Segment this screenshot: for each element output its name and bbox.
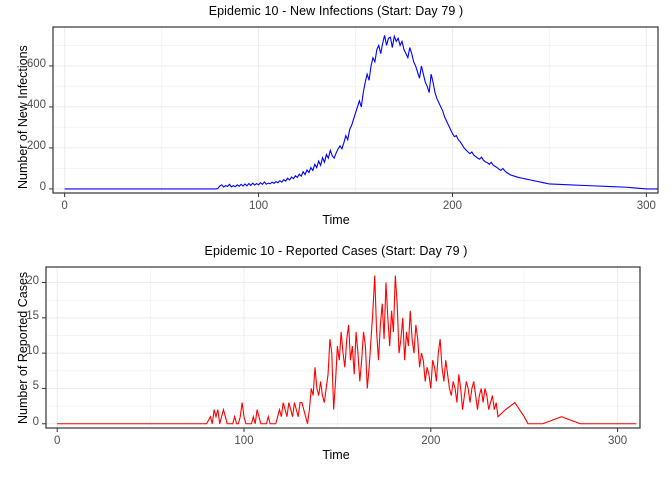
x-tick-label: 200: [421, 435, 441, 447]
y-tick-label: 0: [32, 415, 39, 428]
y-tick-label: 10: [26, 345, 39, 358]
y-tick-label: 5: [32, 380, 39, 393]
x-tick-label: 200: [442, 200, 463, 212]
y-tick-label: 15: [26, 309, 39, 322]
plot-area-new-infections: [49, 26, 659, 197]
x-tick-label: 300: [607, 435, 628, 447]
x-tick-label: 0: [54, 435, 61, 447]
chart-panel-new-infections: Epidemic 10 - New Infections (Start: Day…: [16, 4, 659, 227]
x-tick-label: 300: [636, 200, 656, 212]
x-axis-label-reported-cases: Time: [322, 448, 350, 462]
y-tick-label: 0: [39, 180, 46, 193]
x-tick-label: 0: [61, 200, 68, 212]
y-tick-label: 20: [26, 274, 39, 287]
y-tick-label: 200: [26, 139, 46, 152]
x-tick-label: 100: [234, 435, 254, 447]
x-tick-label: 100: [248, 200, 269, 212]
chart-panel-reported-cases: Epidemic 10 - Reported Cases (Start: Day…: [0, 240, 672, 480]
chart-title-new-infections: Epidemic 10 - New Infections (Start: Day…: [208, 4, 464, 18]
y-tick-label: 400: [26, 98, 46, 111]
y-tick-label: 600: [26, 57, 46, 70]
chart-title-reported-cases: Epidemic 10 - Reported Cases (Start: Day…: [204, 244, 468, 258]
x-axis-label-new-infections: Time: [322, 213, 350, 227]
plot-area-reported-cases: [42, 266, 641, 432]
